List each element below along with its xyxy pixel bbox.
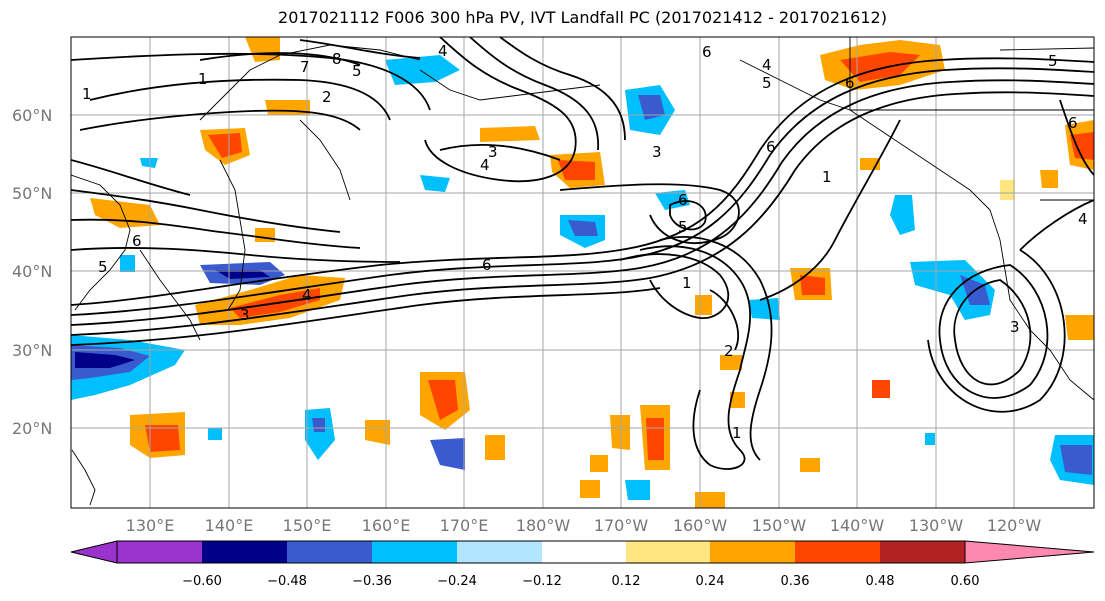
lon-label: 170°E xyxy=(440,516,489,535)
contour-label: 6 xyxy=(1068,114,1078,132)
contour-label: 5 xyxy=(1048,52,1058,70)
map-frame xyxy=(70,36,1095,509)
pv-shading xyxy=(71,37,1094,508)
colorbar-segment xyxy=(287,541,372,563)
positive-anomaly-blobs xyxy=(90,37,1094,508)
contour-label: 8 xyxy=(332,50,342,68)
contour-label: 3 xyxy=(1010,318,1020,336)
colorbar-segment xyxy=(710,541,795,563)
graticule xyxy=(71,37,1094,508)
contour-label: 2 xyxy=(322,88,332,106)
contour-label: 4 xyxy=(480,156,490,174)
contour-label: 4 xyxy=(1078,210,1088,228)
colorbar-tick-label: 0.24 xyxy=(696,574,725,589)
contour-label: 3 xyxy=(488,143,498,161)
contour-label: 1 xyxy=(682,274,692,292)
colorbar-segment xyxy=(626,541,710,563)
contour-label: 1 xyxy=(82,85,92,103)
contour-label: 6 xyxy=(766,138,776,156)
contour-label: 3 xyxy=(240,306,250,324)
contour-label: 5 xyxy=(678,218,688,236)
contour-label: 6 xyxy=(702,43,712,61)
negative-anomaly-blobs xyxy=(71,55,1094,500)
colorbar-segment xyxy=(795,541,880,563)
contour-label: 1 xyxy=(198,70,208,88)
contour-label: 6 xyxy=(678,191,688,209)
contour-label: 6 xyxy=(845,74,855,92)
colorbar-segment xyxy=(202,541,287,563)
contour-label: 4 xyxy=(762,56,772,74)
colorbar-segment xyxy=(372,541,457,563)
latitude-labels: 60°N 50°N 40°N 30°N 20°N xyxy=(12,106,52,438)
lon-label: 170°W xyxy=(594,516,649,535)
lat-label: 30°N xyxy=(12,341,52,360)
contour-label: 2 xyxy=(724,342,734,360)
lon-label: 150°E xyxy=(283,516,332,535)
colorbar-extend-high xyxy=(964,540,1095,564)
contour-labels: 1 2 3 4 5 6 7 8 4 5 6 4 5 6 1 3 6 1 2 1 … xyxy=(82,42,1088,442)
contour-label: 7 xyxy=(300,58,310,76)
lon-label: 120°W xyxy=(987,516,1042,535)
lon-label: 140°E xyxy=(205,516,254,535)
contour-label: 5 xyxy=(352,62,362,80)
colorbar-segment xyxy=(457,541,542,563)
contour-label: 1 xyxy=(822,168,832,186)
lon-label: 130°W xyxy=(909,516,964,535)
lat-label: 20°N xyxy=(12,419,52,438)
lat-label: 60°N xyxy=(12,106,52,125)
colorbar-tick-label: 0.48 xyxy=(866,574,895,589)
longitude-labels: 130°E 140°E 150°E 160°E 170°E 180°W 170°… xyxy=(126,516,1042,535)
contour-label: 6 xyxy=(482,256,492,274)
lon-label: 140°W xyxy=(830,516,885,535)
colorbar-extend-low xyxy=(70,540,118,564)
colorbar-segment xyxy=(880,541,965,563)
lat-label: 50°N xyxy=(12,184,52,203)
contour-label: 4 xyxy=(302,286,312,304)
colorbar-segment xyxy=(542,541,626,563)
lat-label: 40°N xyxy=(12,262,52,281)
colorbar-segment xyxy=(117,541,202,563)
ivt-contours xyxy=(71,37,1094,470)
contour-label: 3 xyxy=(652,143,662,161)
contour-label: 1 xyxy=(732,424,742,442)
contour-label: 5 xyxy=(98,258,108,276)
lon-label: 130°E xyxy=(126,516,175,535)
map-title: 2017021112 F006 300 hPa PV, IVT Landfall… xyxy=(278,8,887,27)
colorbar-frame xyxy=(116,540,966,564)
lon-label: 160°W xyxy=(673,516,728,535)
colorbar-tick-label: 0.12 xyxy=(612,574,641,589)
colorbar-tick-label: −0.48 xyxy=(267,574,307,589)
colorbar-tick-label: −0.12 xyxy=(522,574,562,589)
colorbar-tick-label: −0.24 xyxy=(437,574,477,589)
lon-label: 150°W xyxy=(752,516,807,535)
lon-label: 180°W xyxy=(516,516,571,535)
colorbar-tick-label: −0.60 xyxy=(182,574,222,589)
colorbar-tick-label: 0.36 xyxy=(781,574,810,589)
colorbar: −0.60 −0.48 −0.36 −0.24 −0.12 0.12 0.24 … xyxy=(70,540,1095,589)
colorbar-tick-label: −0.36 xyxy=(352,574,392,589)
contour-label: 5 xyxy=(762,74,772,92)
contour-label: 6 xyxy=(132,232,142,250)
colorbar-tick-label: 0.60 xyxy=(951,574,980,589)
lon-label: 160°E xyxy=(362,516,411,535)
contour-label: 4 xyxy=(438,42,448,60)
